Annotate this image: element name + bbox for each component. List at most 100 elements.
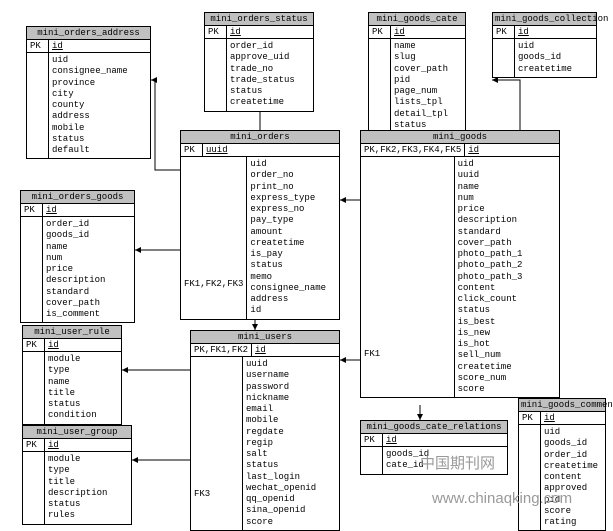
fields-column: uidgoods_idorder_idcreatetimecontentappr… (541, 425, 605, 530)
field: goods_id (46, 230, 131, 241)
fields-column: moduletypetitledescriptionstatusrules (45, 452, 131, 524)
field: content (458, 283, 556, 294)
pk-label: PK (205, 26, 227, 38)
field: is_comment (46, 309, 131, 320)
field: uid (52, 55, 147, 66)
field: description (46, 275, 131, 286)
key-column (23, 352, 45, 424)
field: wechat_openid (246, 483, 336, 494)
watermark-cn: 中国期刊网 (420, 452, 495, 473)
field: amount (250, 227, 336, 238)
pk-label: PK (27, 40, 49, 52)
field: username (246, 370, 336, 381)
key-column (23, 452, 45, 524)
field: photo_path_2 (458, 260, 556, 271)
field: last_login (246, 472, 336, 483)
field: description (48, 488, 128, 499)
field: module (48, 354, 118, 365)
field: is_best (458, 317, 556, 328)
pk-label: PK,FK1,FK2 (191, 344, 252, 356)
field: title (48, 388, 118, 399)
field: sina_openid (246, 505, 336, 516)
pk-label: PK (369, 26, 391, 38)
fields-column: uidgoods_idcreatetime (515, 39, 596, 77)
field: type (48, 465, 128, 476)
field: type (48, 365, 118, 376)
field: cover_path (46, 298, 131, 309)
key-column (205, 39, 227, 111)
field: score (458, 384, 556, 395)
field: uuid (246, 359, 336, 370)
entity-goods_cate: mini_goods_catePKidnameslugcover_pathpid… (368, 12, 466, 134)
field: address (52, 111, 147, 122)
field: createtime (458, 362, 556, 373)
field: photo_path_1 (458, 249, 556, 260)
field: standard (46, 287, 131, 298)
field: password (246, 382, 336, 393)
field: status (246, 460, 336, 471)
field: content (544, 472, 602, 483)
pk-field: id (465, 144, 559, 156)
watermark-url: www.chinaqking.com (432, 490, 572, 507)
edge (492, 80, 520, 130)
pk-label: PK,FK2,FK3,FK4,FK5 (361, 144, 465, 156)
key-column: FK3 (191, 357, 243, 530)
pk-field: id (49, 40, 150, 52)
entity-user_rule: mini_user_rulePKidmoduletypenametitlesta… (22, 325, 122, 425)
field: approve_uid (230, 52, 310, 63)
field: click_count (458, 294, 556, 305)
entity-title: mini_goods_comment (519, 399, 605, 412)
fields-column: uiduuidnamenumpricedescriptionstandardco… (455, 157, 559, 397)
field: address (250, 294, 336, 305)
entity-goods: mini_goodsPK,FK2,FK3,FK4,FK5idFK1uiduuid… (360, 130, 560, 398)
field: detail_tpl (394, 109, 462, 120)
entity-goods_collection: mini_goods_collectionPKiduidgoods_idcrea… (492, 12, 597, 78)
entity-title: mini_user_group (23, 426, 131, 439)
entity-title: mini_goods_collection (493, 13, 596, 26)
edge (151, 80, 180, 170)
pk-field: id (383, 434, 507, 446)
field: num (458, 193, 556, 204)
fields-column: uidconsignee_nameprovincecitycountyaddre… (49, 53, 150, 158)
field: name (46, 242, 131, 253)
field: standard (458, 227, 556, 238)
entity-orders: mini_ordersPKuuidFK1,FK2,FK3uidorder_nop… (180, 130, 340, 320)
entity-title: mini_orders_goods (21, 191, 134, 204)
fields-column: nameslugcover_pathpidpage_numlists_tplde… (391, 39, 465, 133)
entity-orders_status: mini_orders_statusPKidorder_idapprove_ui… (204, 12, 314, 112)
field: name (458, 182, 556, 193)
field: createtime (544, 461, 602, 472)
field: rules (48, 510, 128, 521)
field: uid (458, 159, 556, 170)
field: email (246, 404, 336, 415)
field: trade_status (230, 75, 310, 86)
field: goods_id (518, 52, 593, 63)
fields-column: uuidusernamepasswordnicknameemailmobiler… (243, 357, 339, 530)
field: uid (250, 159, 336, 170)
field: county (52, 100, 147, 111)
field: score_num (458, 373, 556, 384)
field: status (458, 305, 556, 316)
field: cover_path (458, 238, 556, 249)
field: slug (394, 52, 462, 63)
field: name (48, 377, 118, 388)
field: status (48, 399, 118, 410)
field: createtime (250, 238, 336, 249)
field: status (48, 499, 128, 510)
pk-field: id (515, 26, 596, 38)
pk-field: id (252, 344, 339, 356)
field: trade_no (230, 64, 310, 75)
fields-column: order_idgoods_idnamenumpricedescriptions… (43, 217, 134, 322)
entity-title: mini_orders_status (205, 13, 313, 26)
field: lists_tpl (394, 97, 462, 108)
field: qq_openid (246, 494, 336, 505)
entity-title: mini_goods_cate_relations (361, 421, 507, 434)
entity-title: mini_orders (181, 131, 339, 144)
pk-label: PK (519, 412, 541, 424)
field: express_no (250, 204, 336, 215)
field: express_type (250, 193, 336, 204)
pk-label: PK (361, 434, 383, 446)
field: sell_num (458, 350, 556, 361)
field: pid (394, 75, 462, 86)
field: memo (250, 272, 336, 283)
